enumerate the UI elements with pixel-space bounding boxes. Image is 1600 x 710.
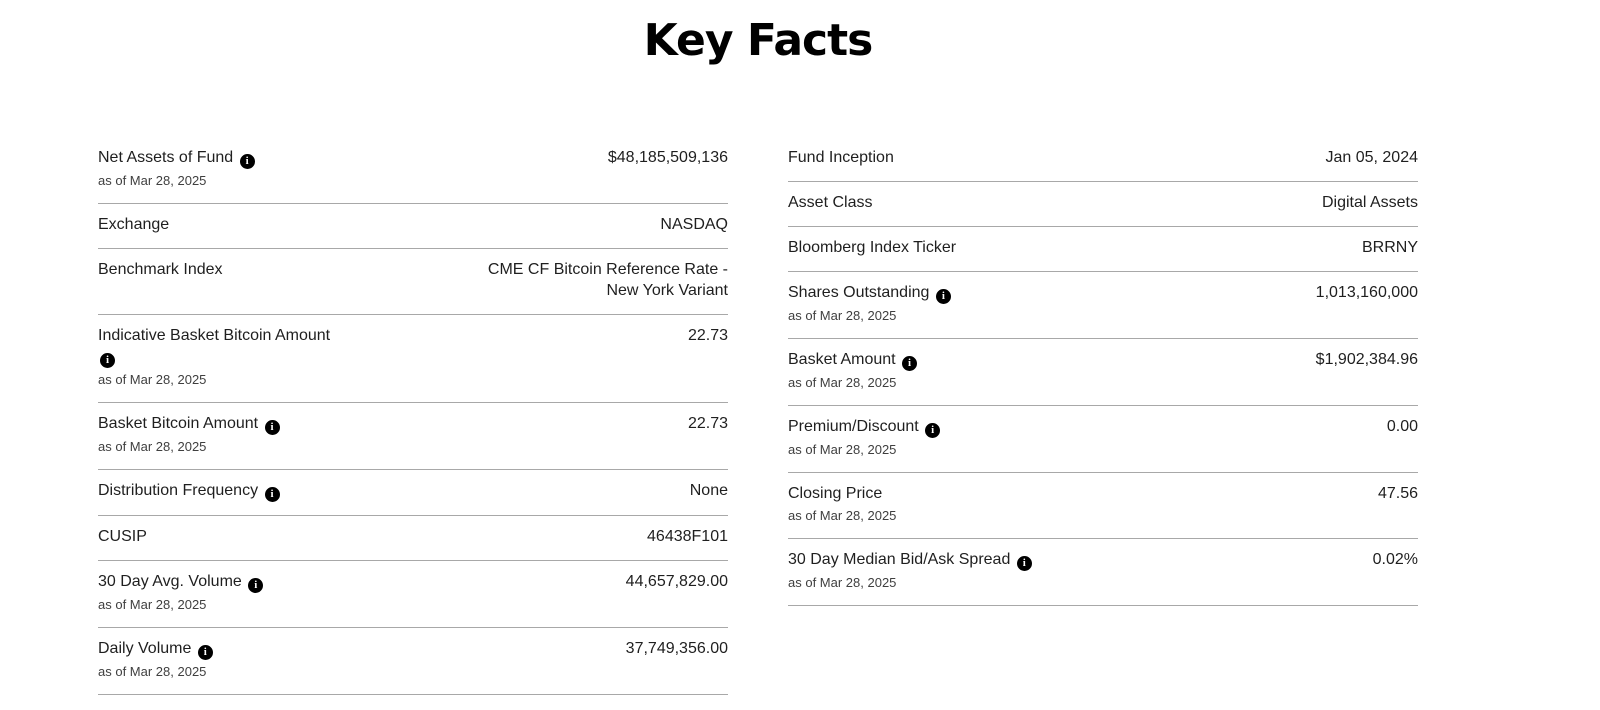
fact-label-cell: Asset Class <box>788 192 872 213</box>
fact-row-30-day-median-bid-ask-spread: 30 Day Median Bid/Ask Spread i as of Mar… <box>788 539 1418 606</box>
as-of-date: as of Mar 28, 2025 <box>98 172 207 188</box>
info-icon[interactable]: i <box>100 352 115 368</box>
fact-value: 37,749,356.00 <box>625 639 728 657</box>
fact-value: 22.73 <box>687 326 728 344</box>
fact-value: 47.56 <box>1377 484 1418 502</box>
page-title: Key Facts <box>643 15 874 66</box>
fact-value: 0.02% <box>1372 550 1418 568</box>
fact-value: 44,657,829.00 <box>625 572 728 590</box>
fact-label-cell: 30 Day Median Bid/Ask Spread i as of Mar… <box>788 549 1032 592</box>
fact-row-net-assets-of-fund: Net Assets of Fund i as of Mar 28, 2025 … <box>98 137 728 204</box>
fact-value: 0.00 <box>1386 417 1418 435</box>
fact-label: 30 Day Median Bid/Ask Spread <box>788 550 1011 568</box>
info-icon[interactable]: i <box>248 577 264 593</box>
info-icon[interactable]: i <box>239 153 255 169</box>
as-of-date: as of Mar 28, 2025 <box>788 574 897 590</box>
as-of-date: as of Mar 28, 2025 <box>788 374 897 390</box>
key-facts-section: Key Facts Net Assets of Fund i as of Mar… <box>98 15 1418 695</box>
fact-value: $1,902,384.96 <box>1315 350 1418 368</box>
fact-value: 1,013,160,000 <box>1315 283 1418 301</box>
fact-value: NASDAQ <box>660 215 728 233</box>
info-icon[interactable]: i <box>264 419 280 435</box>
fact-row-daily-volume: Daily Volume i as of Mar 28, 2025 37,749… <box>98 628 728 695</box>
key-facts-columns: Net Assets of Fund i as of Mar 28, 2025 … <box>98 137 1418 695</box>
fact-value: $48,185,509,136 <box>607 148 728 166</box>
info-icon[interactable]: i <box>1016 555 1032 571</box>
info-icon[interactable]: i <box>925 422 941 438</box>
fact-label: Shares Outstanding <box>788 283 930 301</box>
fact-label: Basket Bitcoin Amount <box>98 414 259 432</box>
fact-label-cell: Exchange <box>98 214 169 235</box>
fact-row-closing-price: Closing Price as of Mar 28, 2025 47.56 <box>788 473 1418 539</box>
as-of-date: as of Mar 28, 2025 <box>98 438 207 454</box>
fact-value: Digital Assets <box>1321 193 1418 211</box>
fact-row-basket-bitcoin-amount: Basket Bitcoin Amount i as of Mar 28, 20… <box>98 403 728 470</box>
fact-label: Distribution Frequency <box>98 481 259 499</box>
fact-row-basket-amount: Basket Amount i as of Mar 28, 2025 $1,90… <box>788 339 1418 406</box>
fact-label: Net Assets of Fund <box>98 148 234 166</box>
fact-value: 22.73 <box>687 414 728 432</box>
fact-label: 30 Day Avg. Volume <box>98 572 242 590</box>
fact-label: Indicative Basket Bitcoin Amount <box>98 326 331 344</box>
fact-label-cell: Closing Price as of Mar 28, 2025 <box>788 483 896 525</box>
key-facts-column-right: Fund Inception Jan 05, 2024 Asset Class … <box>788 137 1418 606</box>
fact-label: Benchmark Index <box>98 260 223 278</box>
as-of-date: as of Mar 28, 2025 <box>98 371 207 387</box>
as-of-date: as of Mar 28, 2025 <box>98 663 207 679</box>
fact-label-cell: Premium/Discount i as of Mar 28, 2025 <box>788 416 941 459</box>
fact-value: CME CF Bitcoin Reference Rate - New York… <box>487 260 728 299</box>
fact-label: Closing Price <box>788 484 883 502</box>
fact-row-exchange: Exchange NASDAQ <box>98 204 728 249</box>
fact-label-cell: Indicative Basket Bitcoin Amount i as of… <box>98 325 330 389</box>
as-of-date: as of Mar 28, 2025 <box>788 307 897 323</box>
fact-label: Exchange <box>98 215 170 233</box>
fact-row-fund-inception: Fund Inception Jan 05, 2024 <box>788 137 1418 182</box>
info-icon[interactable]: i <box>935 288 951 304</box>
fact-label: Asset Class <box>788 193 873 211</box>
info-icon[interactable]: i <box>197 644 213 660</box>
fact-label-cell: Shares Outstanding i as of Mar 28, 2025 <box>788 282 951 325</box>
fact-row-30-day-avg-volume: 30 Day Avg. Volume i as of Mar 28, 2025 … <box>98 561 728 628</box>
fact-label: Premium/Discount <box>788 417 919 435</box>
fact-row-bloomberg-index-ticker: Bloomberg Index Ticker BRRNY <box>788 227 1418 272</box>
fact-label-cell: Fund Inception <box>788 147 894 168</box>
fact-label-cell: Basket Amount i as of Mar 28, 2025 <box>788 349 918 392</box>
as-of-date: as of Mar 28, 2025 <box>788 441 897 457</box>
fact-row-shares-outstanding: Shares Outstanding i as of Mar 28, 2025 … <box>788 272 1418 339</box>
fact-label-cell: CUSIP <box>98 526 147 547</box>
key-facts-column-left: Net Assets of Fund i as of Mar 28, 2025 … <box>98 137 728 695</box>
fact-label-cell: Distribution Frequency i <box>98 480 280 502</box>
fact-label-cell: Basket Bitcoin Amount i as of Mar 28, 20… <box>98 413 280 456</box>
fact-row-cusip: CUSIP 46438F101 <box>98 516 728 561</box>
fact-label-cell: Daily Volume i as of Mar 28, 2025 <box>98 638 213 681</box>
fact-value: Jan 05, 2024 <box>1325 148 1418 166</box>
fact-value: BRRNY <box>1361 238 1418 256</box>
fact-label-cell: Benchmark Index <box>98 259 223 280</box>
fact-row-distribution-frequency: Distribution Frequency i None <box>98 470 728 516</box>
fact-row-asset-class: Asset Class Digital Assets <box>788 182 1418 227</box>
info-icon[interactable]: i <box>902 355 918 371</box>
fact-value: 46438F101 <box>647 527 728 545</box>
fact-label-cell: 30 Day Avg. Volume i as of Mar 28, 2025 <box>98 571 264 614</box>
fact-label-cell: Bloomberg Index Ticker <box>788 237 956 258</box>
fact-label: Basket Amount <box>788 350 896 368</box>
fact-value: None <box>689 481 728 499</box>
fact-row-premium-discount: Premium/Discount i as of Mar 28, 2025 0.… <box>788 406 1418 473</box>
as-of-date: as of Mar 28, 2025 <box>98 596 207 612</box>
fact-label-cell: Net Assets of Fund i as of Mar 28, 2025 <box>98 147 255 190</box>
info-icon[interactable]: i <box>264 486 280 502</box>
fact-label: Daily Volume <box>98 639 192 657</box>
fact-label: Bloomberg Index Ticker <box>788 238 957 256</box>
fact-row-benchmark-index: Benchmark Index CME CF Bitcoin Reference… <box>98 249 728 315</box>
fact-label: CUSIP <box>98 527 147 545</box>
fact-label: Fund Inception <box>788 148 894 166</box>
as-of-date: as of Mar 28, 2025 <box>788 507 897 523</box>
fact-row-indicative-basket-bitcoin-amount: Indicative Basket Bitcoin Amount i as of… <box>98 315 728 403</box>
